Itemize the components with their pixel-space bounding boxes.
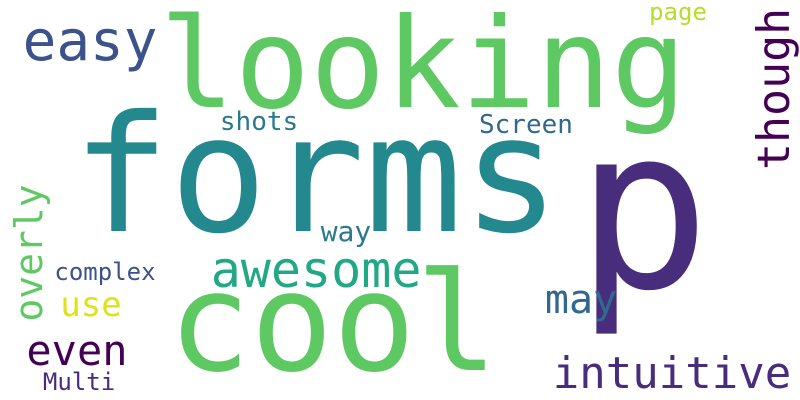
word-looking: looking <box>159 0 687 137</box>
word-page: page <box>649 0 707 26</box>
word-cool: cool <box>168 244 499 400</box>
word-use: use <box>60 285 122 325</box>
word-even: even <box>26 326 128 375</box>
word-p: p <box>575 79 711 340</box>
word-intuitive: intuitive <box>552 348 792 399</box>
word-screen: Screen <box>479 110 573 140</box>
word-way: way <box>320 215 372 248</box>
word-shots: shots <box>219 107 299 137</box>
word-forms: forms <box>72 82 560 270</box>
word-though: though <box>747 7 800 170</box>
word-awesome: awesome <box>210 241 422 299</box>
word-complex: complex <box>54 258 156 286</box>
word-multi: Multi <box>42 368 116 396</box>
word-may: may <box>544 277 618 323</box>
word-easy: easy <box>22 9 158 74</box>
word-overly: overly <box>7 184 51 322</box>
